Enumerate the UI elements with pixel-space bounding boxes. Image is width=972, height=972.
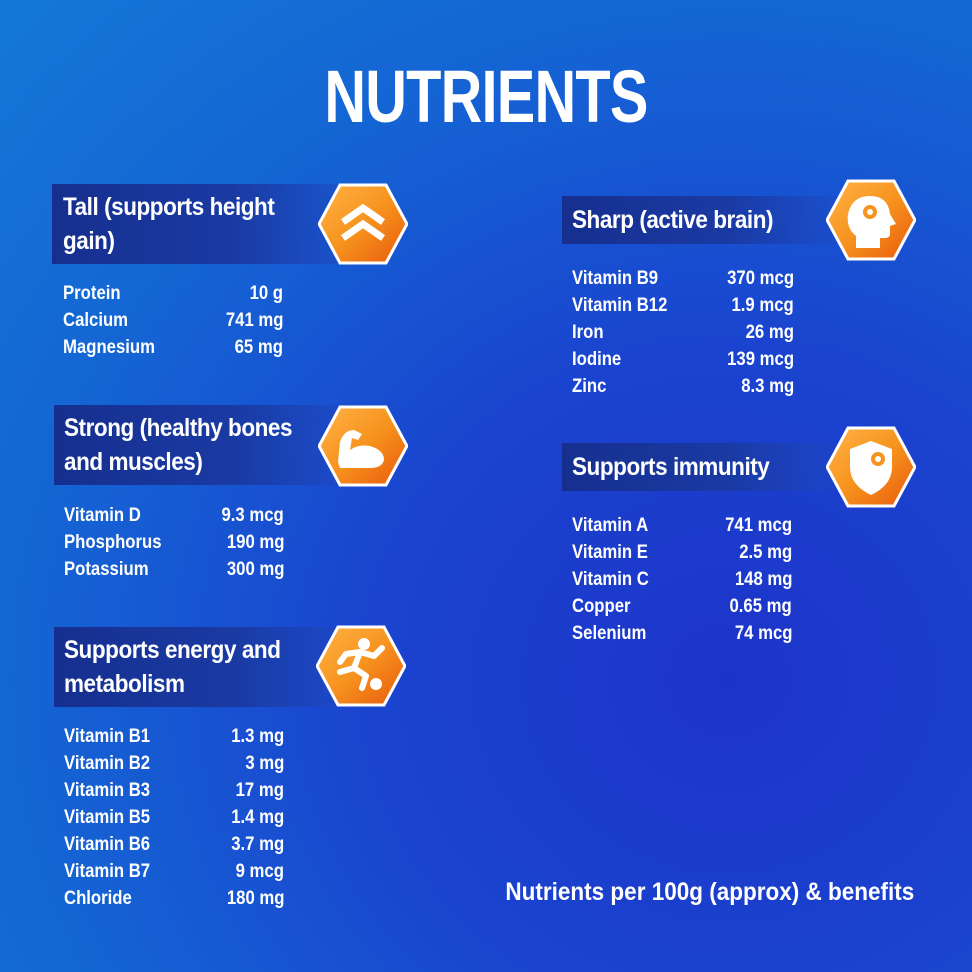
nutrient-value: 0.65 mg <box>729 596 792 617</box>
nutrient-row: Chloride 180 mg <box>64 885 284 912</box>
nutrient-value: 9 mcg <box>235 861 284 882</box>
nutrient-row: Phosphorus 190 mg <box>64 529 284 556</box>
section-banner <box>562 443 862 491</box>
nutrient-row: Protein 10 g <box>63 280 283 307</box>
nutrient-name: Iron <box>572 322 604 343</box>
section-title: Supports energy and metabolism <box>64 636 281 698</box>
nutrient-list: Vitamin B9 370 mcg Vitamin B12 1.9 mcg Iro… <box>572 265 794 400</box>
nutrient-row: Vitamin B9 370 mcg <box>572 265 794 292</box>
nutrient-value: 741 mg <box>225 310 283 331</box>
nutrient-row: Vitamin A 741 mcg <box>572 512 792 539</box>
nutrient-row: Vitamin B6 3.7 mg <box>64 831 284 858</box>
nutrient-row: Copper 0.65 mg <box>572 593 792 620</box>
nutrient-row: Iodine 139 mcg <box>572 346 794 373</box>
nutrient-name: Phosphorus <box>64 532 162 553</box>
nutrient-name: Calcium <box>63 310 129 331</box>
nutrient-name: Chloride <box>64 888 132 909</box>
nutrient-row: Magnesium 65 mg <box>63 334 283 361</box>
nutrient-value: 300 mg <box>226 559 284 580</box>
nutrient-row: Vitamin B2 3 mg <box>64 750 284 777</box>
nutrient-value: 1.9 mcg <box>731 295 794 316</box>
nutrient-row: Calcium 741 mg <box>63 307 283 334</box>
nutrient-value: 17 mg <box>235 780 284 801</box>
nutrient-name: Vitamin B3 <box>64 780 151 801</box>
nutrient-row: Vitamin D 9.3 mcg <box>64 502 284 529</box>
nutrient-value: 1.4 mg <box>231 807 284 828</box>
nutrient-name: Magnesium <box>63 337 155 358</box>
nutrient-value: 8.3 mg <box>741 376 794 397</box>
nutrient-value: 1.3 mg <box>231 726 284 747</box>
nutrient-name: Copper <box>572 596 631 617</box>
section-banner <box>562 196 862 244</box>
nutrient-name: Vitamin B5 <box>64 807 151 828</box>
nutrient-list: Vitamin B1 1.3 mg Vitamin B2 3 mg Vitamin … <box>64 723 284 912</box>
nutrient-row: Vitamin B1 1.3 mg <box>64 723 284 750</box>
nutrient-row: Zinc 8.3 mg <box>572 373 794 400</box>
nutrient-row: Iron 26 mg <box>572 319 794 346</box>
nutrient-value: 180 mg <box>226 888 284 909</box>
nutrient-name: Vitamin B6 <box>64 834 151 855</box>
brain-head-icon <box>826 179 916 261</box>
footer-note: Nutrients per 100g (approx) & benefits <box>505 878 914 906</box>
nutrient-name: Vitamin B9 <box>572 268 659 289</box>
nutrient-row: Vitamin B12 1.9 mcg <box>572 292 794 319</box>
nutrient-value: 741 mcg <box>725 515 792 536</box>
nutrient-name: Vitamin B12 <box>572 295 668 316</box>
flexed-arm-icon <box>318 405 408 487</box>
nutrient-name: Vitamin E <box>572 542 648 563</box>
nutrient-name: Protein <box>63 283 121 304</box>
nutrient-list: Vitamin A 741 mcg Vitamin E 2.5 mg Vitamin… <box>572 512 792 647</box>
nutrient-name: Vitamin B7 <box>64 861 151 882</box>
nutrient-value: 190 mg <box>226 532 284 553</box>
nutrient-list: Protein 10 g Calcium 741 mg Magnesium 65 mg <box>63 280 283 361</box>
nutrient-row: Vitamin E 2.5 mg <box>572 539 792 566</box>
shield-virus-icon <box>826 426 916 508</box>
nutrient-name: Vitamin D <box>64 505 141 526</box>
nutrient-value: 3.7 mg <box>231 834 284 855</box>
nutrient-value: 10 g <box>249 283 283 304</box>
section-title: Tall (supports height gain) <box>63 193 275 255</box>
running-player-icon <box>316 625 406 707</box>
nutrient-name: Zinc <box>572 376 607 397</box>
nutrient-list: Vitamin D 9.3 mcg Phosphorus 190 mg Potass… <box>64 502 284 583</box>
nutrient-value: 148 mg <box>734 569 792 590</box>
nutrient-value: 139 mcg <box>727 349 794 370</box>
nutrient-name: Vitamin B2 <box>64 753 151 774</box>
nutrient-name: Vitamin B1 <box>64 726 151 747</box>
nutrient-value: 26 mg <box>745 322 794 343</box>
nutrient-value: 3 mg <box>244 753 284 774</box>
nutrient-name: Vitamin A <box>572 515 649 536</box>
nutrient-name: Vitamin C <box>572 569 649 590</box>
chevrons-up-icon <box>318 183 408 265</box>
nutrient-value: 9.3 mcg <box>221 505 284 526</box>
nutrient-row: Vitamin C 148 mg <box>572 566 792 593</box>
nutrient-row: Selenium 74 mcg <box>572 620 792 647</box>
nutrient-value: 2.5 mg <box>739 542 792 563</box>
nutrient-row: Vitamin B5 1.4 mg <box>64 804 284 831</box>
nutrient-value: 65 mg <box>234 337 283 358</box>
section-title: Strong (healthy bones and muscles) <box>64 414 293 476</box>
section-title: Sharp (active brain) <box>572 206 774 234</box>
nutrient-value: 74 mcg <box>734 623 792 644</box>
nutrient-value: 370 mcg <box>727 268 794 289</box>
nutrient-name: Potassium <box>64 559 149 580</box>
nutrient-row: Vitamin B3 17 mg <box>64 777 284 804</box>
section-title: Supports immunity <box>572 453 770 481</box>
nutrient-name: Selenium <box>572 623 647 644</box>
nutrient-name: Iodine <box>572 349 622 370</box>
page-title: NUTRIENTS <box>324 55 648 138</box>
nutrient-row: Potassium 300 mg <box>64 556 284 583</box>
nutrient-row: Vitamin B7 9 mcg <box>64 858 284 885</box>
